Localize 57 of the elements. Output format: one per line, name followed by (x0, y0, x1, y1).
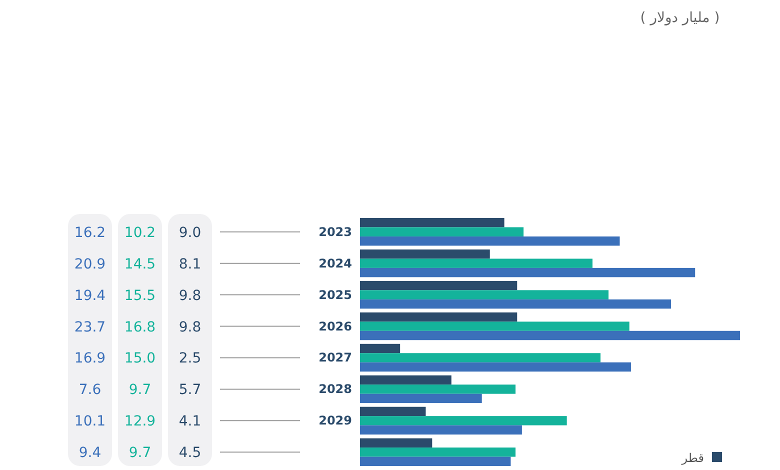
bar (360, 448, 516, 457)
bar (360, 344, 400, 354)
data-label: 15.0 (124, 350, 156, 367)
data-label: 15.5 (124, 288, 156, 304)
legend-label: قطر (680, 451, 704, 465)
bar (360, 322, 630, 331)
bar (360, 249, 490, 259)
y-tick-label: 2028 (318, 382, 352, 396)
data-label: 9.4 (78, 445, 102, 462)
y-tick-label: 2029 (318, 414, 352, 428)
data-label: 4.5 (178, 445, 202, 462)
data-label: 8.1 (178, 256, 202, 272)
bar (360, 353, 601, 362)
data-label: 16.8 (124, 319, 156, 336)
bar (360, 384, 516, 394)
bar (360, 425, 522, 435)
data-label: 4.1 (178, 414, 202, 430)
bar (360, 299, 672, 309)
bar (360, 362, 631, 372)
data-label: 9.7 (128, 445, 152, 462)
data-label: 14.5 (124, 256, 156, 272)
bar (360, 438, 432, 448)
bar (360, 236, 620, 246)
data-label: 10.1 (74, 414, 106, 430)
bar (360, 290, 609, 300)
bar (360, 406, 426, 416)
data-label: 2.5 (178, 350, 202, 367)
data-label: 5.7 (178, 382, 202, 398)
y-tick-label: 2026 (318, 319, 352, 334)
data-label: 20.9 (74, 256, 106, 272)
bar (360, 456, 511, 466)
bar (360, 416, 567, 426)
bar (360, 280, 518, 290)
data-label: 19.4 (74, 288, 106, 304)
data-label: 12.9 (124, 414, 156, 430)
data-label: 10.2 (124, 224, 156, 241)
y-tick-label: 2024 (318, 256, 352, 270)
y-tick-label: 2023 (318, 224, 352, 239)
chart-subtitle: ( مليار دولار ) (640, 10, 720, 26)
bar (360, 375, 452, 385)
bar (360, 312, 518, 322)
bar (360, 218, 504, 228)
bar (360, 330, 740, 340)
data-label: 9.8 (178, 319, 202, 336)
data-label: 7.6 (78, 382, 102, 398)
y-tick-label: 2027 (318, 350, 352, 365)
bar (360, 394, 482, 404)
data-label: 9.7 (128, 382, 152, 398)
bar (360, 227, 524, 236)
data-label: 9.0 (178, 224, 202, 241)
data-label: 16.2 (74, 224, 106, 241)
y-tick-label: 2025 (318, 288, 352, 302)
data-label: 9.8 (178, 288, 202, 304)
bar (360, 268, 696, 278)
data-label: 23.7 (74, 319, 106, 336)
bar (360, 258, 592, 268)
data-label: 16.9 (74, 350, 106, 367)
